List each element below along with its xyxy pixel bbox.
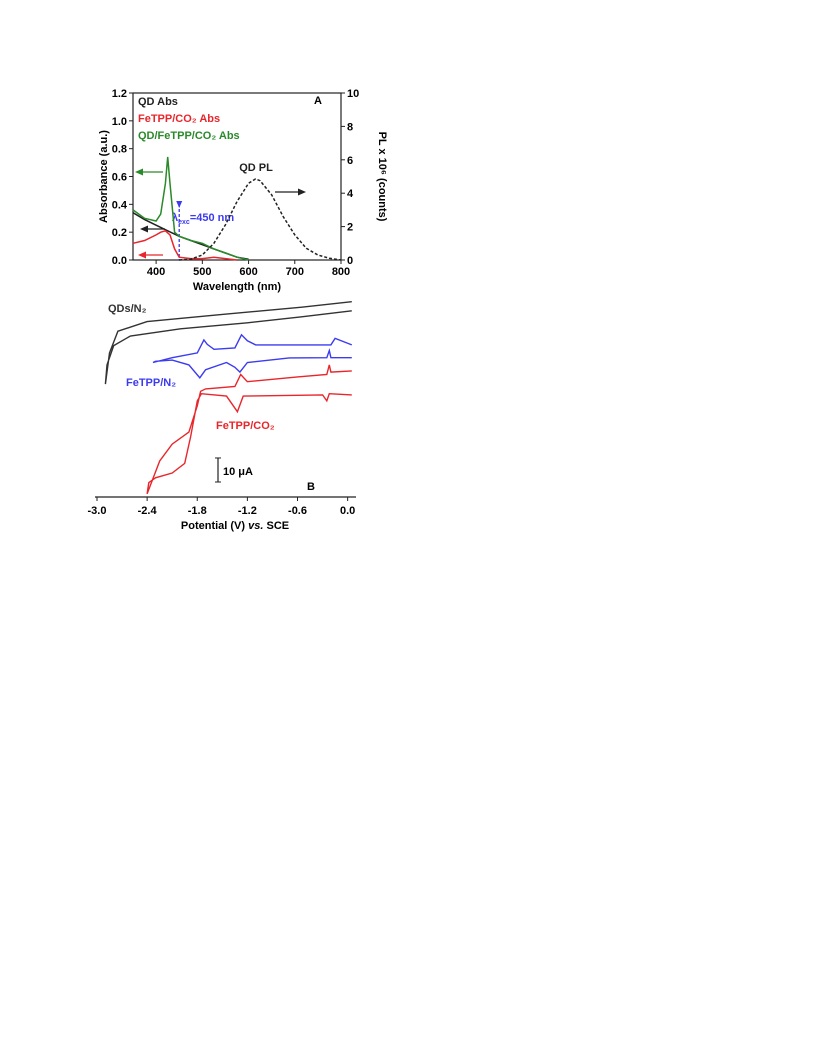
x-tick-label: 500	[193, 266, 211, 278]
y-tick-label: 0.8	[112, 144, 127, 156]
scale-bar-label: 10 μA	[223, 466, 253, 478]
y-tick-label: 0.6	[112, 172, 127, 184]
excitation-arrowhead	[176, 201, 183, 208]
italic-text: vs.	[248, 520, 263, 532]
y2-tick-label: 8	[347, 121, 353, 133]
arrows	[135, 168, 306, 259]
y2-axis-title: PL x 10⁶ (counts)	[376, 132, 388, 222]
curve-label: QDs/N₂	[108, 303, 147, 315]
x-axis-title: Potential (V) vs. SCE	[181, 520, 289, 532]
x-tick-label: -1.8	[188, 505, 207, 517]
text: =450 nm	[190, 212, 235, 224]
symbol: λ	[172, 212, 178, 224]
x-tick-label: -2.4	[138, 505, 158, 517]
y-tick-label: 1.2	[112, 88, 127, 100]
legend-label: QD PL	[239, 162, 273, 174]
curve-label: FeTPP/CO₂	[216, 420, 275, 432]
arrowhead	[298, 188, 306, 196]
y2-tick-label: 0	[347, 255, 353, 267]
y-tick-label: 0.0	[112, 255, 127, 267]
y-tick-label: 0.4	[112, 199, 128, 211]
y-axis-title: Absorbance (a.u.)	[98, 130, 110, 223]
arrowhead	[140, 225, 148, 233]
cv-curve	[146, 364, 352, 495]
series-line	[132, 156, 249, 261]
cv-curve	[104, 301, 352, 385]
arrowhead	[138, 251, 146, 259]
panel-label: B	[307, 481, 315, 493]
x-tick-label: -0.6	[288, 505, 307, 517]
y2-tick-label: 4	[347, 188, 354, 200]
text: SCE	[263, 520, 289, 532]
excitation-label: λexc=450 nm	[172, 212, 234, 226]
legend-label: FeTPP/CO₂ Abs	[138, 113, 220, 125]
y2-tick-label: 6	[347, 155, 353, 167]
legend-label: QD Abs	[138, 96, 178, 108]
legend-label: QD/FeTPP/CO₂ Abs	[138, 130, 240, 142]
series-line	[132, 229, 238, 261]
cv-curve	[152, 333, 353, 379]
y-tick-label: 0.2	[112, 227, 127, 239]
text: Potential (V)	[181, 520, 248, 532]
y-tick-label: 1.0	[112, 116, 127, 128]
x-tick-label: -1.2	[238, 505, 257, 517]
x-tick-label: 400	[147, 266, 165, 278]
subscript: exc	[178, 219, 190, 226]
panel-label: A	[314, 95, 322, 107]
x-axis-title: Wavelength (nm)	[193, 281, 282, 293]
x-tick-label: -3.0	[88, 505, 107, 517]
x-tick-label: 700	[286, 266, 304, 278]
y2-tick-label: 10	[347, 88, 359, 100]
y2-tick-label: 2	[347, 222, 353, 234]
x-tick-label: 0.0	[340, 505, 355, 517]
x-tick-label: 600	[239, 266, 257, 278]
x-tick-label: 800	[332, 266, 350, 278]
curve-label: FeTPP/N₂	[126, 377, 176, 389]
series-line	[179, 178, 342, 261]
arrowhead	[135, 168, 143, 176]
